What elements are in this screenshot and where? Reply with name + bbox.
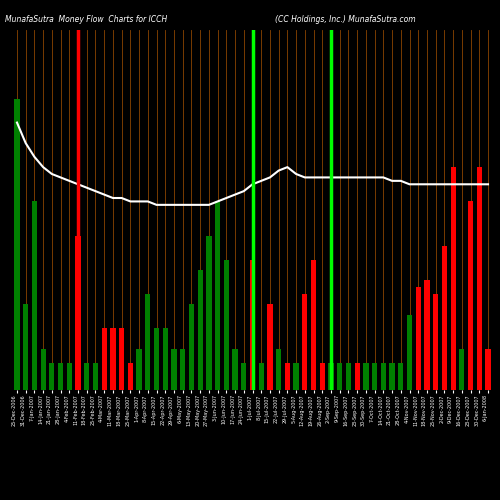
Bar xyxy=(433,294,438,390)
Bar xyxy=(76,236,80,390)
Bar xyxy=(145,294,150,390)
Bar xyxy=(136,349,141,390)
Bar xyxy=(224,260,229,390)
Bar xyxy=(23,304,28,390)
Bar xyxy=(198,270,203,390)
Bar xyxy=(119,328,124,390)
Bar xyxy=(337,362,342,390)
Bar xyxy=(442,246,447,390)
Bar xyxy=(372,362,377,390)
Bar xyxy=(40,349,46,390)
Bar xyxy=(232,349,237,390)
Bar xyxy=(486,349,490,390)
Bar xyxy=(66,362,72,390)
Bar xyxy=(93,362,98,390)
Bar xyxy=(380,362,386,390)
Bar xyxy=(364,362,368,390)
Bar xyxy=(180,349,186,390)
Bar xyxy=(285,362,290,390)
Bar xyxy=(110,328,116,390)
Bar xyxy=(206,236,212,390)
Bar xyxy=(268,304,272,390)
Bar xyxy=(346,362,351,390)
Bar xyxy=(14,98,20,390)
Bar xyxy=(58,362,63,390)
Bar xyxy=(215,202,220,390)
Bar xyxy=(398,362,404,390)
Bar xyxy=(162,328,168,390)
Bar xyxy=(189,304,194,390)
Text: MunafaSutra  Money Flow  Charts for ICCH: MunafaSutra Money Flow Charts for ICCH xyxy=(5,15,167,24)
Bar xyxy=(328,362,334,390)
Bar xyxy=(416,287,421,390)
Bar xyxy=(128,362,133,390)
Bar xyxy=(476,167,482,390)
Bar xyxy=(32,202,37,390)
Bar xyxy=(276,349,281,390)
Bar xyxy=(311,260,316,390)
Bar xyxy=(102,328,107,390)
Bar xyxy=(258,362,264,390)
Bar xyxy=(424,280,430,390)
Text: (CC Holdings, Inc.) MunafaSutra.com: (CC Holdings, Inc.) MunafaSutra.com xyxy=(275,15,416,24)
Bar xyxy=(302,294,308,390)
Bar xyxy=(468,202,473,390)
Bar xyxy=(354,362,360,390)
Bar xyxy=(250,260,255,390)
Bar xyxy=(241,362,246,390)
Bar xyxy=(407,314,412,390)
Bar xyxy=(154,328,159,390)
Bar xyxy=(172,349,176,390)
Bar xyxy=(320,362,325,390)
Bar xyxy=(84,362,89,390)
Bar xyxy=(459,349,464,390)
Bar xyxy=(50,362,54,390)
Bar xyxy=(450,167,456,390)
Bar xyxy=(294,362,298,390)
Bar xyxy=(390,362,394,390)
